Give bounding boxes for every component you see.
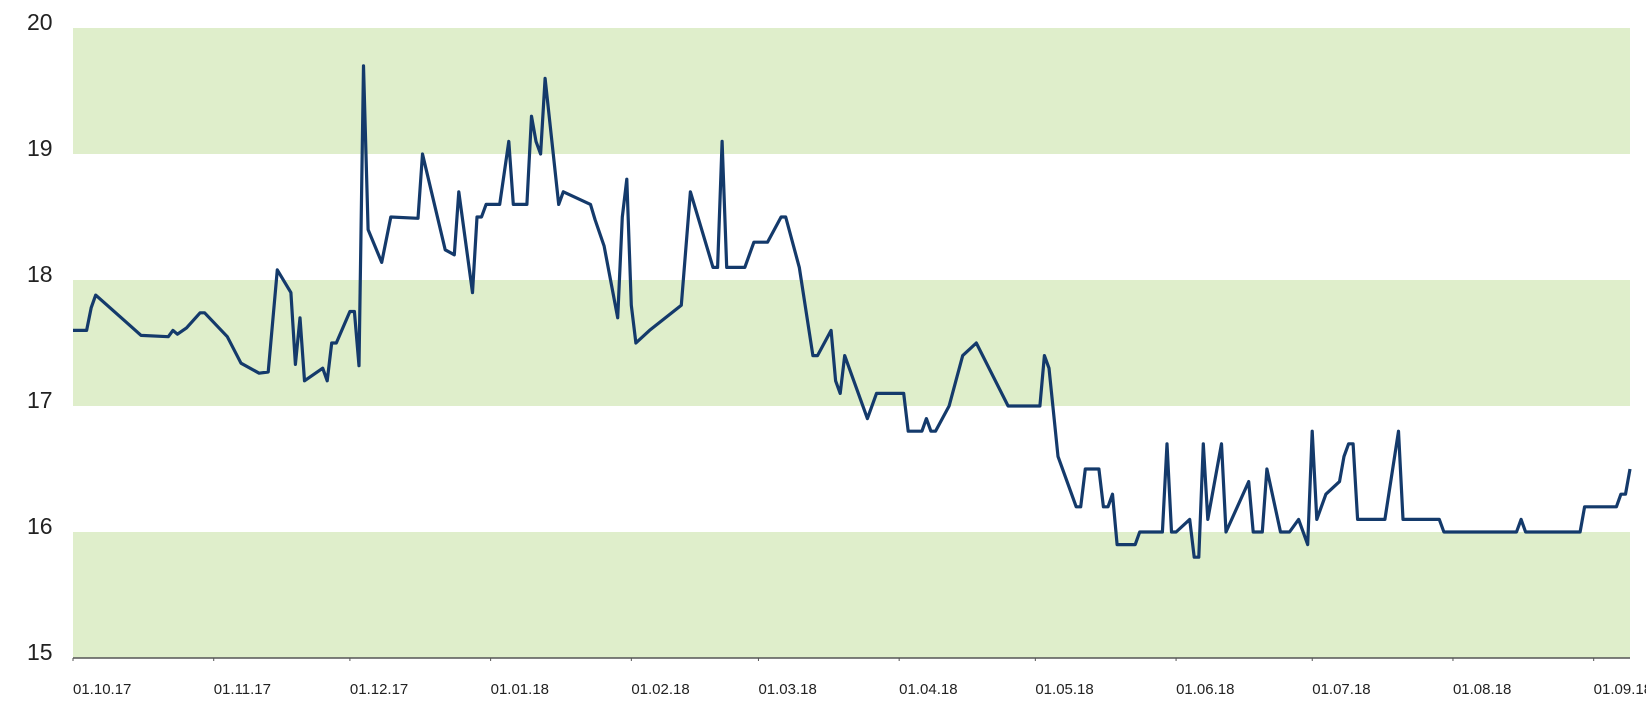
x-tick-label: 01.04.18 <box>899 681 957 698</box>
line <box>73 64 1632 559</box>
x-tick-label: 01.07.18 <box>1312 681 1370 698</box>
band <box>73 28 1630 154</box>
x-tick-label: 01.06.18 <box>1176 681 1234 698</box>
x-tick-label: 01.08.18 <box>1453 681 1511 698</box>
y-tick-label: 19 <box>27 135 53 161</box>
x-tick-label: 01.11.17 <box>214 681 271 698</box>
x-tick-label: 01.10.17 <box>73 681 131 698</box>
x-tick-label: 01.03.18 <box>758 681 816 698</box>
band <box>73 532 1630 658</box>
x-tick-label: 01.12.17 <box>350 681 408 698</box>
x-tick-label: 01.02.18 <box>631 681 689 698</box>
y-tick-label: 17 <box>27 387 53 413</box>
y-tick-label: 16 <box>27 513 53 539</box>
y-tick-label: 20 <box>27 9 53 35</box>
x-tick-label: 01.05.18 <box>1035 681 1093 698</box>
band <box>73 280 1630 406</box>
y-tick-label: 15 <box>27 639 53 665</box>
y-tick-label: 18 <box>27 261 53 287</box>
x-tick-label: 01.01.18 <box>491 681 549 698</box>
x-tick-label: 01.09.18 <box>1594 681 1646 698</box>
